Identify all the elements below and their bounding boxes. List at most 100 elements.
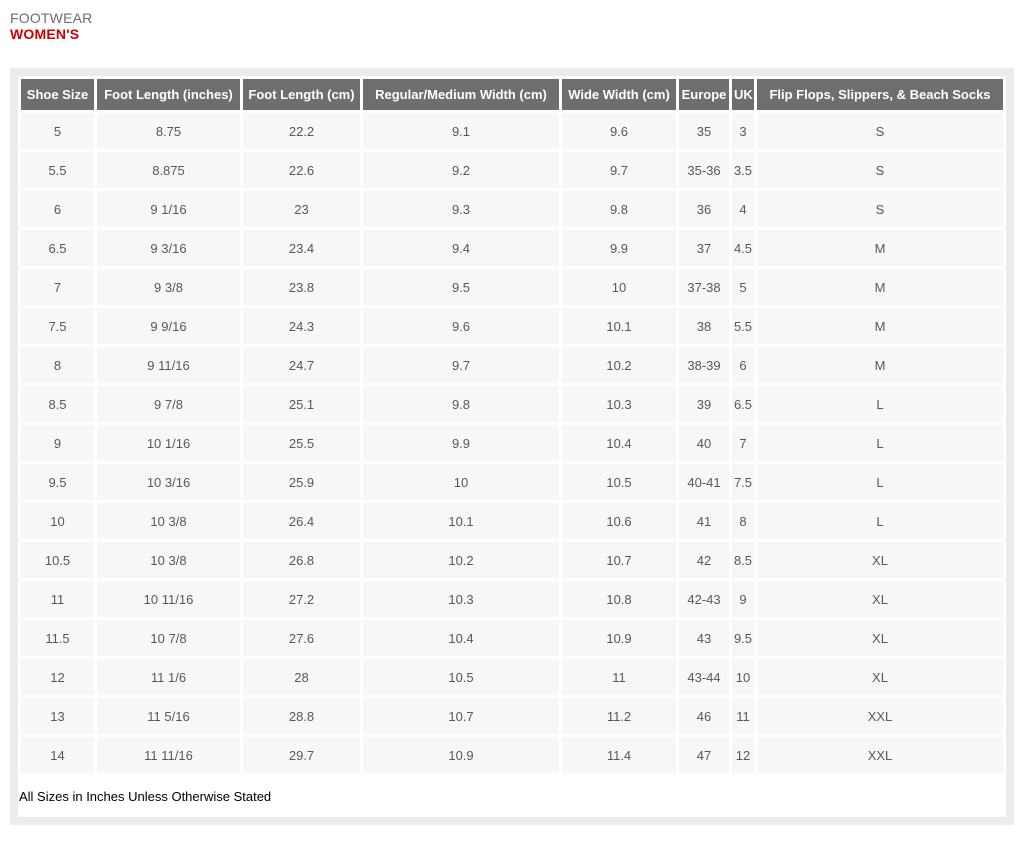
table-cell: 8.5 [21, 386, 94, 422]
table-row: 10.5 10 3/8 26.8 10.2 10.7 42 8.5 XL [21, 542, 1003, 578]
table-cell: 10 11/16 [97, 581, 240, 617]
table-cell: 10 3/8 [97, 503, 240, 539]
table-cell: 29.7 [243, 737, 360, 773]
table-row: 6.5 9 3/16 23.4 9.4 9.9 37 4.5 M [21, 230, 1003, 266]
table-cell: 9 9/16 [97, 308, 240, 344]
page-header: FOOTWEAR WOMEN'S [10, 11, 92, 42]
table-cell: XXL [757, 698, 1003, 734]
table-cell: 24.7 [243, 347, 360, 383]
table-cell: 6.5 [732, 386, 754, 422]
column-header: Europe [679, 79, 729, 110]
table-cell: 10.7 [562, 542, 676, 578]
table-cell: L [757, 464, 1003, 500]
table-cell: 9 [732, 581, 754, 617]
table-cell: 9.2 [363, 152, 559, 188]
table-cell: 7.5 [21, 308, 94, 344]
column-header: Flip Flops, Slippers, & Beach Socks [757, 79, 1003, 110]
table-row: 10 10 3/8 26.4 10.1 10.6 41 8 L [21, 503, 1003, 539]
table-cell: 28 [243, 659, 360, 695]
table-cell: 8 [732, 503, 754, 539]
table-row: 5 8.75 22.2 9.1 9.6 35 3 S [21, 113, 1003, 149]
table-cell: 10.5 [363, 659, 559, 695]
table-cell: 39 [679, 386, 729, 422]
table-cell: 23 [243, 191, 360, 227]
table-cell: 10.9 [363, 737, 559, 773]
table-cell: 11.5 [21, 620, 94, 656]
table-cell: 9.8 [363, 386, 559, 422]
table-cell: M [757, 269, 1003, 305]
table-cell: 37-38 [679, 269, 729, 305]
table-cell: 23.4 [243, 230, 360, 266]
table-cell: XL [757, 581, 1003, 617]
table-cell: 5 [21, 113, 94, 149]
table-cell: 10.3 [562, 386, 676, 422]
table-cell: 22.6 [243, 152, 360, 188]
table-cell: 9.4 [363, 230, 559, 266]
table-cell: M [757, 230, 1003, 266]
table-cell: M [757, 308, 1003, 344]
table-cell: 3 [732, 113, 754, 149]
table-cell: 9.9 [363, 425, 559, 461]
table-row: 14 11 11/16 29.7 10.9 11.4 47 12 XXL [21, 737, 1003, 773]
table-cell: 8.75 [97, 113, 240, 149]
table-cell: 24.3 [243, 308, 360, 344]
table-cell: 25.5 [243, 425, 360, 461]
table-cell: 10.3 [363, 581, 559, 617]
table-cell: 11 11/16 [97, 737, 240, 773]
table-cell: S [757, 113, 1003, 149]
table-cell: XL [757, 542, 1003, 578]
table-cell: 35 [679, 113, 729, 149]
table-cell: 22.2 [243, 113, 360, 149]
table-cell: 9 [21, 425, 94, 461]
table-cell: 9 3/16 [97, 230, 240, 266]
table-cell: 10.1 [562, 308, 676, 344]
table-cell: 9 1/16 [97, 191, 240, 227]
table-cell: 10 3/8 [97, 542, 240, 578]
table-cell: 10.4 [363, 620, 559, 656]
table-cell: 10.9 [562, 620, 676, 656]
table-cell: 42-43 [679, 581, 729, 617]
table-cell: 10.8 [562, 581, 676, 617]
table-cell: 35-36 [679, 152, 729, 188]
table-cell: L [757, 425, 1003, 461]
table-header-row: Shoe Size Foot Length (inches) Foot Length… [21, 79, 1003, 110]
table-cell: 10 [21, 503, 94, 539]
table-cell: 12 [21, 659, 94, 695]
table-row: 9.5 10 3/16 25.9 10 10.5 40-41 7.5 L [21, 464, 1003, 500]
table-cell: 3.5 [732, 152, 754, 188]
table-cell: 46 [679, 698, 729, 734]
table-cell: 14 [21, 737, 94, 773]
table-cell: 6 [732, 347, 754, 383]
table-cell: L [757, 503, 1003, 539]
table-cell: 9.1 [363, 113, 559, 149]
table-cell: S [757, 191, 1003, 227]
table-cell: S [757, 152, 1003, 188]
table-cell: 5 [732, 269, 754, 305]
column-header: UK [732, 79, 754, 110]
column-header: Foot Length (inches) [97, 79, 240, 110]
table-cell: 37 [679, 230, 729, 266]
table-cell: L [757, 386, 1003, 422]
table-cell: 6.5 [21, 230, 94, 266]
table-cell: M [757, 347, 1003, 383]
table-cell: 9 11/16 [97, 347, 240, 383]
table-cell: 4 [732, 191, 754, 227]
column-header: Regular/Medium Width (cm) [363, 79, 559, 110]
table-cell: 9.7 [562, 152, 676, 188]
table-cell: 47 [679, 737, 729, 773]
table-cell: 9 7/8 [97, 386, 240, 422]
table-cell: 40 [679, 425, 729, 461]
table-cell: 26.8 [243, 542, 360, 578]
table-cell: 10.6 [562, 503, 676, 539]
table-cell: 9.5 [21, 464, 94, 500]
table-cell: 11.2 [562, 698, 676, 734]
table-cell: 13 [21, 698, 94, 734]
table-cell: 28.8 [243, 698, 360, 734]
table-cell: 27.6 [243, 620, 360, 656]
table-cell: 36 [679, 191, 729, 227]
table-cell: 11 5/16 [97, 698, 240, 734]
table-cell: 27.2 [243, 581, 360, 617]
table-cell: 11 1/6 [97, 659, 240, 695]
